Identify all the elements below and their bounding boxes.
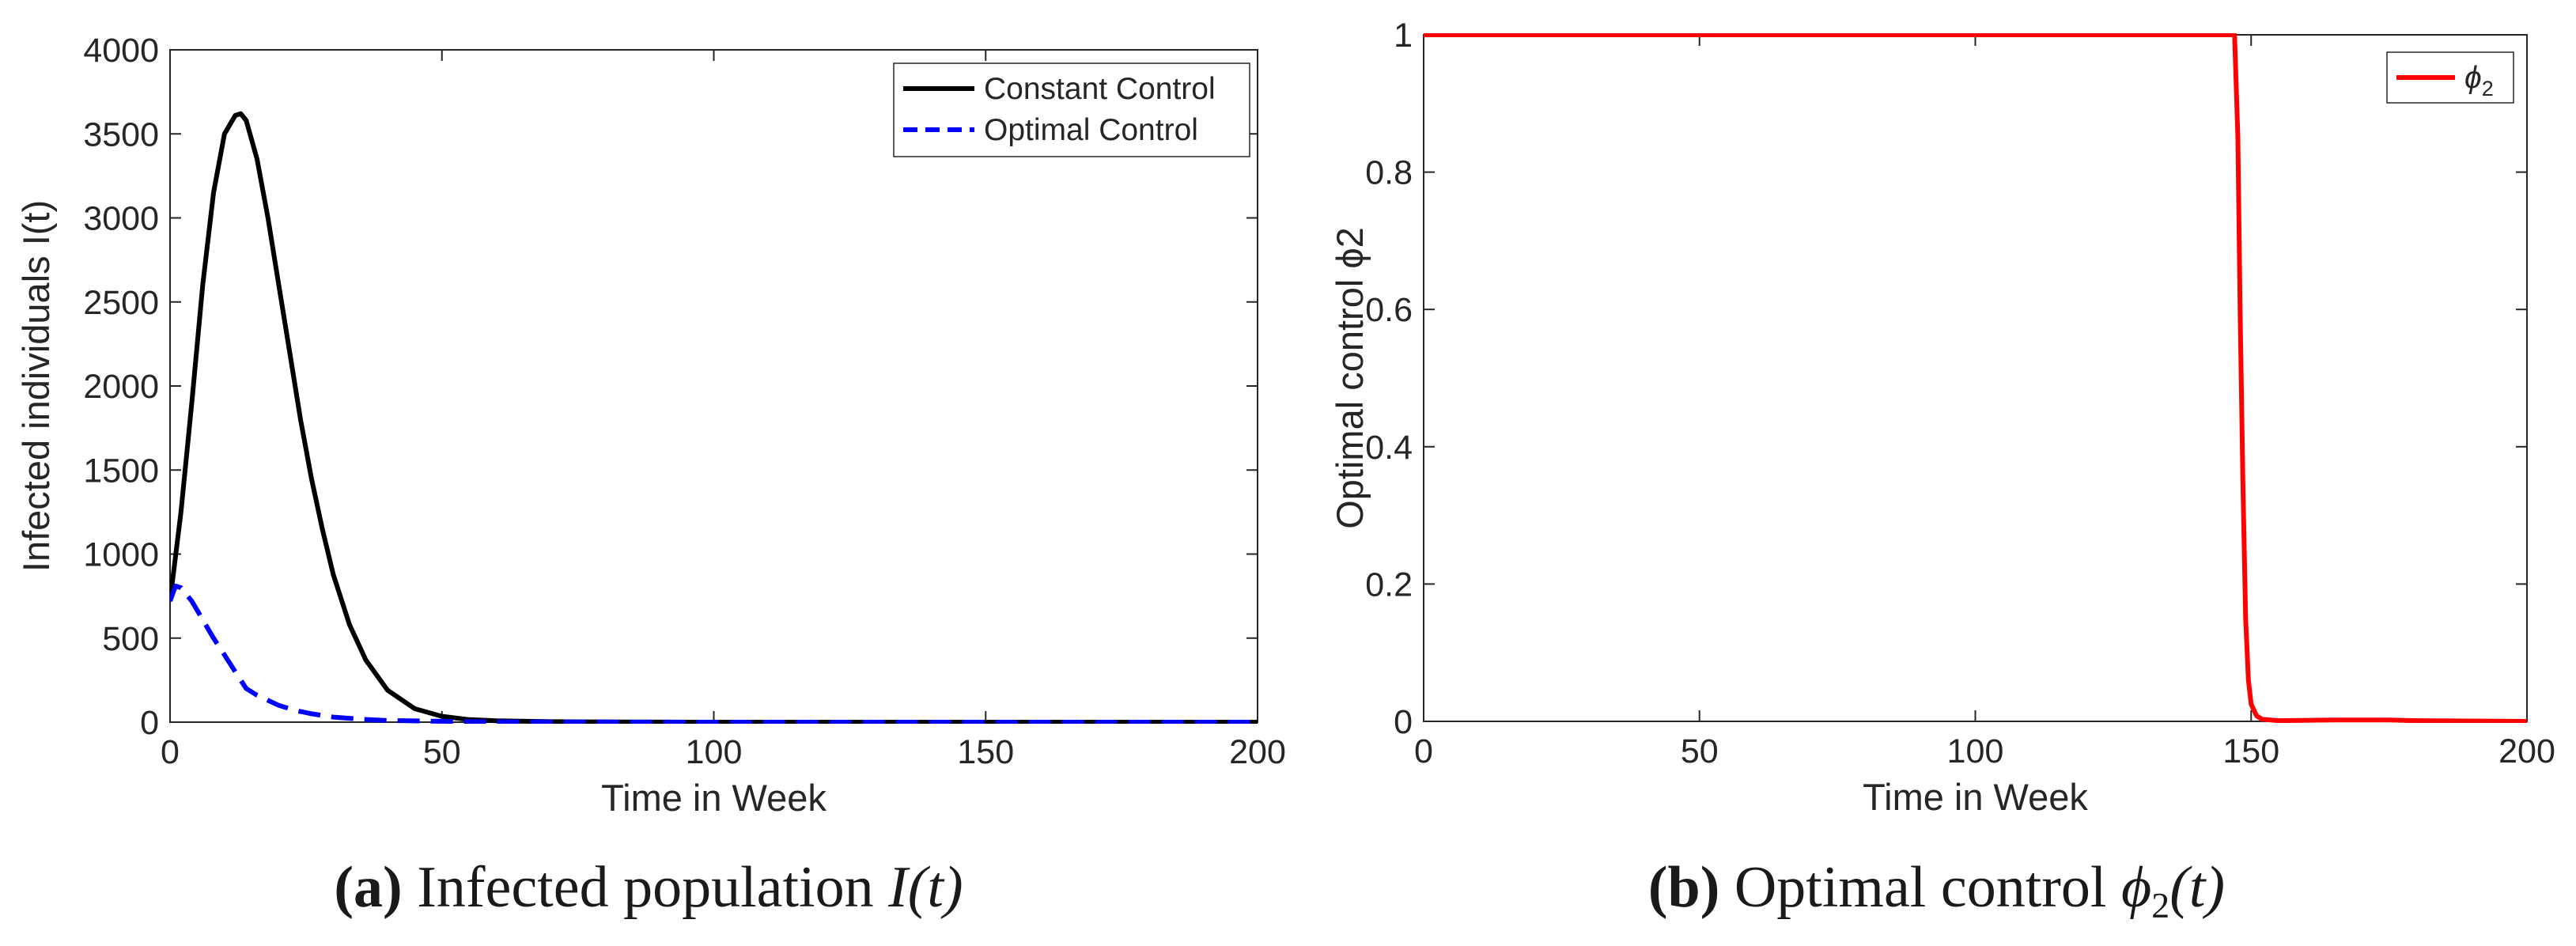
- c0-y-tick-label-6: 3000: [83, 200, 159, 238]
- c1-x-tick-label-2: 100: [1947, 732, 2004, 770]
- c0-y-tick-label-7: 3500: [83, 115, 159, 153]
- c1-x-axis-label: Time in Week: [1863, 776, 2088, 818]
- c1-y-tick-label-4: 0.8: [1365, 154, 1413, 192]
- c0-y-tick-label-3: 1500: [83, 452, 159, 490]
- caption-b-tag: (b): [1647, 855, 1720, 920]
- caption-a-tag: (a): [334, 855, 403, 920]
- c1-y-tick-label-5: 1: [1394, 17, 1413, 55]
- c0-plot-frame: [169, 49, 1258, 723]
- c0-x-tick-label-1: 50: [423, 733, 461, 771]
- caption-b-math-arg: (t): [2169, 855, 2226, 920]
- panel-b: 0 50 100 150 200 0 0.2 0.4 0.6 0.8 1 Time in Week Op…: [1297, 0, 2576, 946]
- chart-b: 0 50 100 150 200 0 0.2 0.4 0.6 0.8 1 Time in Week Op…: [1329, 17, 2555, 818]
- c1-legend-label-base-0: ϕ: [2464, 61, 2482, 95]
- c0-legend-label-1: Optimal Control: [984, 113, 1198, 147]
- c0-x-tick-label-2: 100: [686, 733, 743, 771]
- c0-y-tick-label-5: 2500: [83, 284, 159, 322]
- c0-y-tick-label-0: 0: [140, 704, 159, 742]
- c0-x-tick-label-4: 200: [1229, 733, 1286, 771]
- c0-x-tick-label-0: 0: [161, 733, 180, 771]
- c1-y-tick-label-0: 0: [1394, 703, 1413, 741]
- c0-y-tick-label-8: 4000: [83, 32, 159, 70]
- c1-plot-frame: [1423, 34, 2528, 722]
- caption-b-math-sub: 2: [2151, 884, 2170, 925]
- c0-y-tick-label-2: 1000: [83, 536, 159, 574]
- c1-y-tick-label-3: 0.6: [1365, 291, 1413, 329]
- c1-legend-label-0: ϕ2: [2464, 61, 2494, 100]
- c1-x-tick-label-1: 50: [1681, 732, 1719, 770]
- c0-legend-label-0: Constant Control: [984, 72, 1216, 106]
- c0-y-tick-label-1: 500: [102, 620, 159, 658]
- chart-a: 0 50 100 150 2000500100015002000250030003500…: [15, 32, 1286, 819]
- c0-series-line-1: [170, 583, 1258, 724]
- c0-x-tick-label-3: 150: [957, 733, 1014, 771]
- c1-x-tick-label-4: 200: [2498, 732, 2555, 770]
- c1-x-tick-label-3: 150: [2222, 732, 2279, 770]
- caption-a-text: Infected population: [417, 855, 874, 920]
- c1-y-tick-label-1: 0.2: [1365, 566, 1413, 604]
- panel-a: 0 50 100 150 200 0 500 1000 1500 2000 2500 3000 3500…: [0, 32, 1297, 921]
- caption-a: (a) Infected population I(t): [0, 854, 1297, 921]
- caption-b-math-symbol: ϕ: [2120, 855, 2152, 920]
- caption-a-math: I(t): [888, 855, 963, 920]
- c1-x-tick-label-0: 0: [1414, 732, 1433, 770]
- c1-y-tick-label-2: 0.4: [1365, 429, 1413, 467]
- c1-series-line-0: [1424, 33, 2527, 723]
- c0-legend-box: [893, 62, 1250, 157]
- caption-b: (b) Optimal control ϕ2(t): [1297, 854, 2576, 926]
- c0-y-tick-label-4: 2000: [83, 368, 159, 406]
- caption-b-text: Optimal control: [1734, 855, 2107, 920]
- c0-y-axis-label: Infected individuals I(t): [15, 200, 57, 572]
- c0-x-axis-label: Time in Week: [601, 777, 827, 819]
- c1-legend-label-sub-0: 2: [2482, 77, 2494, 100]
- c1-y-axis-label: Optimal control ϕ2: [1329, 227, 1371, 529]
